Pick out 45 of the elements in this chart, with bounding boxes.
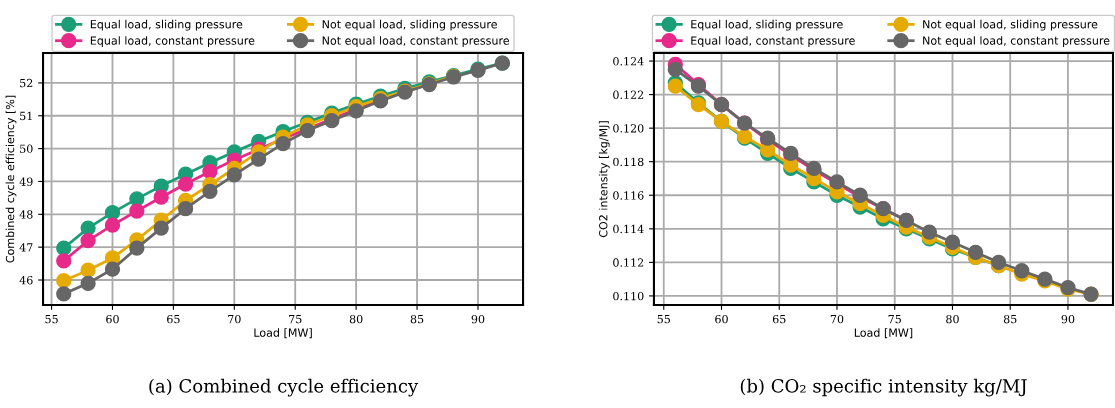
y-tick-label: 0.122	[613, 90, 644, 99]
y-tick-label: 0.114	[613, 224, 644, 234]
x-tick-label: 65	[167, 314, 180, 324]
y-tick-label: 49	[19, 177, 33, 186]
text: (b) CO₂ specific intensity kg/MJ	[740, 378, 1027, 397]
y-tick-label: 0.116	[613, 191, 644, 200]
x-tick-label: 70	[228, 314, 241, 324]
x-tick-label: 85	[1003, 314, 1017, 324]
x-tick-label: 75	[888, 315, 901, 324]
y-tick-label: 47	[19, 243, 33, 252]
y-tick-label: 51	[20, 111, 32, 121]
y-tick-label: 0.118	[613, 157, 644, 167]
legend-label: Not equal load, sliding pressure	[923, 19, 1098, 31]
legend-label: Not equal load, constant pressure	[923, 36, 1110, 47]
x-tick-label: 90	[471, 314, 485, 324]
y-tick-label: 52	[20, 78, 33, 88]
x-tick-label: 70	[830, 314, 844, 324]
y-tick-label: 0.120	[613, 124, 644, 133]
legend-label: Equal load, sliding pressure	[90, 19, 243, 31]
y-tick-label: 0.124	[613, 57, 644, 66]
x-tick-label: 60	[715, 314, 728, 324]
text: (a) Combined cycle efficiency	[149, 378, 419, 397]
y-axis-title: CO2 intensity [kg/MJ]	[598, 121, 610, 238]
y-tick-label: 0.110	[613, 291, 644, 301]
y-tick-label: 48	[19, 210, 33, 219]
x-tick-label: 90	[1061, 314, 1075, 324]
legend-label: Not equal load, sliding pressure	[322, 19, 497, 31]
x-tick-label: 60	[106, 314, 119, 324]
y-tick-label: 46	[19, 275, 33, 285]
x-tick-label: 80	[349, 314, 363, 324]
x-tick-label: 65	[772, 314, 786, 324]
x-tick-label: 55	[657, 315, 670, 324]
x-tick-label: 75	[289, 315, 302, 324]
x-axis-title: Load [MW]	[254, 328, 312, 339]
x-tick-label: 55	[45, 315, 58, 324]
legend-label: Equal load, sliding pressure	[691, 19, 843, 31]
legend-label: Equal load, constant pressure	[691, 36, 855, 47]
legend-label: Not equal load, constant pressure	[322, 36, 510, 47]
y-axis-title: Combined cycle efficiency [%]	[5, 95, 17, 263]
y-tick-label: 50	[20, 144, 33, 153]
x-tick-label: 80	[946, 314, 959, 324]
y-tick-label: 0.112	[613, 258, 644, 267]
x-tick-label: 85	[410, 314, 424, 324]
legend-label: Equal load, constant pressure	[90, 36, 255, 47]
x-axis-title: Load [MW]	[854, 328, 913, 339]
